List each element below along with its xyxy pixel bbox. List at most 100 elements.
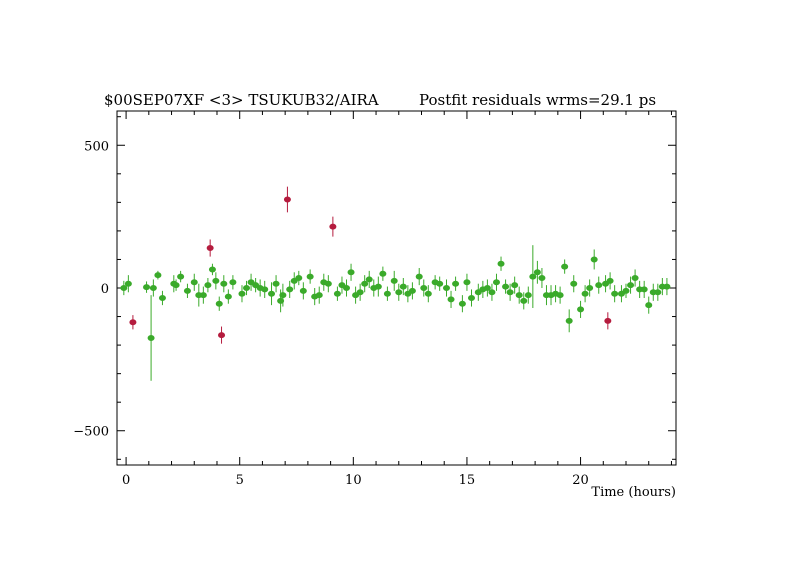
data-point — [390, 277, 398, 284]
data-point — [538, 275, 546, 282]
data-point — [395, 289, 403, 296]
data-point — [452, 280, 460, 287]
data-point — [295, 275, 303, 282]
data-point — [640, 286, 648, 293]
data-point — [515, 292, 523, 299]
data-point — [463, 279, 471, 286]
data-point — [229, 279, 237, 286]
data-point — [529, 273, 537, 280]
data-point — [399, 283, 407, 290]
data-point — [645, 302, 653, 309]
data-point — [268, 290, 276, 297]
data-point — [556, 292, 564, 299]
x-tick-label: 20 — [572, 473, 589, 488]
data-point — [365, 276, 373, 283]
data-point — [488, 289, 496, 296]
y-tick-label: −500 — [73, 425, 109, 440]
data-point — [306, 273, 314, 280]
chart-title-right: Postfit residuals wrms=29.1 ps — [419, 91, 656, 109]
data-point — [199, 292, 207, 299]
data-point — [524, 292, 532, 299]
data-point — [447, 296, 455, 303]
data-point — [506, 289, 514, 296]
data-point — [172, 282, 180, 289]
data-point — [356, 289, 364, 296]
data-point — [606, 277, 614, 284]
data-point — [436, 280, 444, 287]
data-point — [279, 292, 287, 299]
data-point — [183, 287, 191, 294]
data-point — [204, 282, 212, 289]
data-point — [343, 285, 351, 291]
data-point — [520, 297, 528, 304]
data-point — [333, 290, 341, 297]
data-point — [283, 196, 291, 203]
data-point — [611, 290, 619, 297]
x-axis-ticks: 0 5 10 15 20 — [122, 111, 672, 488]
data-point — [286, 286, 294, 293]
x-tick-label: 15 — [459, 473, 476, 488]
data-point — [497, 260, 505, 267]
data-point — [654, 289, 662, 296]
y-tick-label: 0 — [101, 282, 109, 297]
data-point — [458, 300, 466, 307]
data-point — [533, 269, 541, 276]
data-point — [124, 280, 132, 287]
data-point — [272, 280, 280, 287]
data-point — [383, 290, 391, 297]
data-point — [206, 245, 214, 252]
data-point — [627, 282, 635, 289]
data-point — [329, 223, 337, 230]
y-tick-label: 500 — [84, 139, 109, 154]
data-point — [502, 283, 510, 290]
data-point — [570, 280, 578, 287]
data-point — [299, 287, 307, 294]
data-point — [129, 319, 137, 326]
data-point — [561, 263, 569, 270]
data-point — [581, 290, 589, 297]
x-tick-label: 10 — [345, 473, 362, 488]
data-point — [604, 317, 612, 324]
data-point — [208, 266, 216, 273]
data-point — [595, 282, 603, 289]
data-point — [631, 275, 639, 282]
data-point — [420, 285, 428, 291]
x-axis-label: Time (hours) — [591, 485, 676, 500]
data-point — [324, 280, 332, 287]
x-tick-label: 5 — [236, 473, 244, 488]
data-point — [261, 286, 269, 293]
data-point — [663, 283, 671, 290]
data-point — [379, 270, 387, 277]
y-axis-ticks: 500 0 −500 — [73, 116, 676, 460]
data-point — [361, 280, 369, 287]
data-point — [238, 290, 246, 297]
data-point — [424, 290, 432, 297]
outlier-points — [129, 186, 612, 344]
used-points — [120, 245, 671, 381]
data-point — [442, 285, 450, 291]
data-point — [158, 294, 166, 301]
data-point — [586, 285, 594, 291]
x-tick-label: 0 — [122, 473, 130, 488]
data-point — [374, 283, 382, 290]
chart-title-left: $00SEP07XF <3> TSUKUB32/AIRA — [104, 91, 379, 109]
data-point — [177, 273, 185, 280]
data-point — [215, 300, 223, 307]
data-point — [315, 292, 323, 299]
data-point — [467, 294, 475, 301]
data-point — [577, 306, 585, 313]
data-point — [212, 277, 220, 284]
data-point — [120, 285, 128, 291]
data-point — [347, 269, 355, 276]
data-point — [154, 272, 162, 279]
data-point — [415, 273, 423, 280]
data-point — [218, 332, 226, 339]
data-point — [143, 284, 151, 291]
data-point — [277, 297, 285, 304]
data-point — [220, 280, 228, 287]
data-point — [224, 293, 232, 300]
data-point — [408, 287, 416, 294]
data-point — [190, 279, 198, 286]
data-point — [511, 282, 519, 289]
